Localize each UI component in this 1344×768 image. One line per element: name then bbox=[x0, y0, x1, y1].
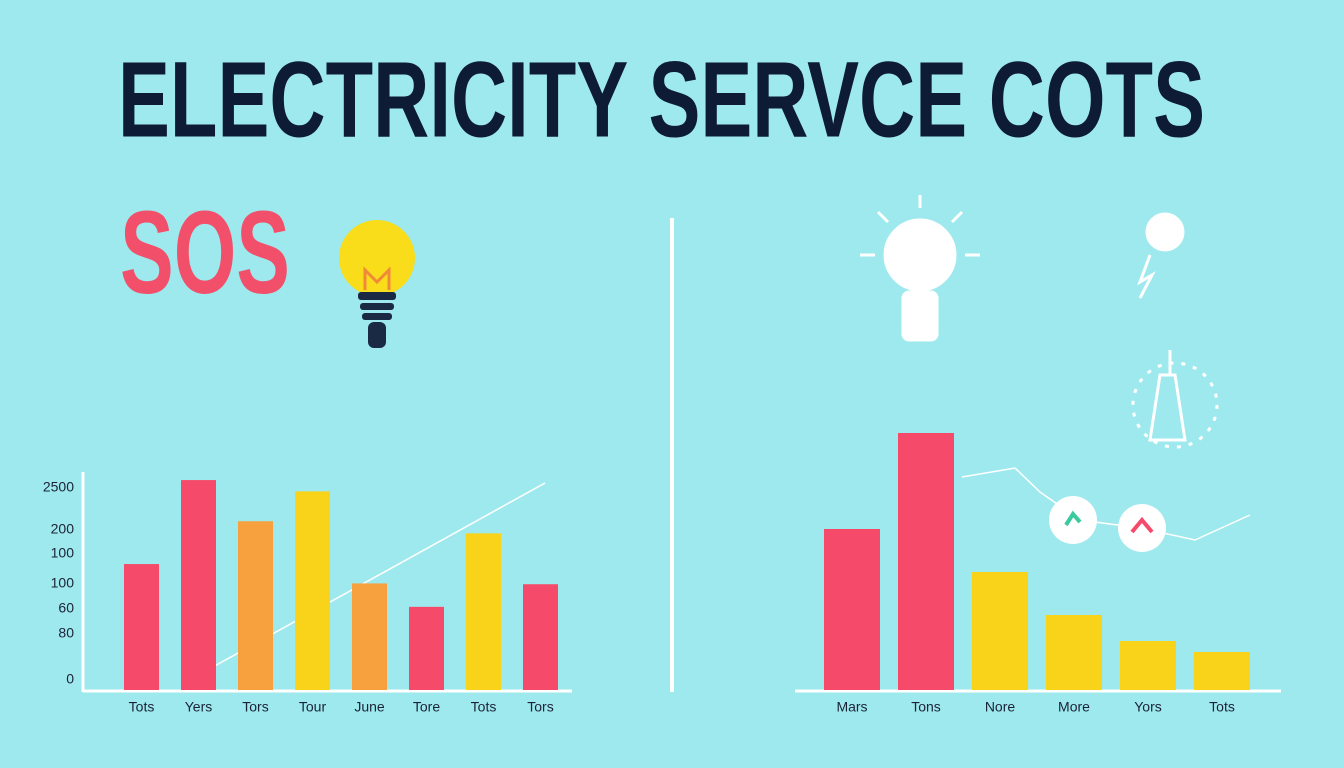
x-tick-label: Yors bbox=[1134, 699, 1162, 715]
white-bulb-icon bbox=[860, 195, 1219, 449]
y-axis-label: 100 bbox=[51, 545, 75, 561]
bar bbox=[972, 572, 1028, 690]
bar bbox=[238, 521, 273, 690]
x-tick-label: Tors bbox=[527, 699, 553, 715]
bar bbox=[352, 583, 387, 690]
bar bbox=[1194, 652, 1250, 690]
bar bbox=[523, 584, 558, 690]
y-axis-label: 80 bbox=[58, 625, 74, 641]
x-tick-label: More bbox=[1058, 699, 1090, 715]
bar bbox=[898, 433, 954, 690]
page-title: ELECTRICITY SERVCE COTS bbox=[118, 39, 1205, 160]
y-axis-label: 2500 bbox=[43, 479, 74, 495]
x-tick-label: Tons bbox=[911, 699, 941, 715]
x-tick-label: Tots bbox=[129, 699, 155, 715]
bar bbox=[181, 480, 216, 690]
x-tick-label: Tots bbox=[1209, 699, 1235, 715]
bar bbox=[824, 529, 880, 690]
bulb-icon bbox=[339, 220, 415, 348]
y-axis-label: 100 bbox=[51, 575, 75, 591]
left-axes bbox=[81, 472, 572, 693]
bar bbox=[1120, 641, 1176, 690]
bar bbox=[466, 533, 501, 690]
x-tick-label: Tots bbox=[471, 699, 497, 715]
bar bbox=[295, 491, 330, 690]
bar bbox=[1046, 615, 1102, 690]
badge: SOS bbox=[120, 187, 290, 319]
x-tick-label: Yers bbox=[185, 699, 213, 715]
y-axis-label: 200 bbox=[51, 521, 75, 537]
x-tick-label: Tour bbox=[299, 699, 327, 715]
x-tick-label: Tors bbox=[242, 699, 268, 715]
bar bbox=[124, 564, 159, 690]
x-tick-label: Tore bbox=[413, 699, 440, 715]
bar bbox=[409, 606, 444, 690]
x-tick-label: Mars bbox=[836, 699, 867, 715]
x-tick-label: June bbox=[354, 699, 385, 715]
y-axis-label: 0 bbox=[66, 671, 74, 687]
x-tick-label: Nore bbox=[985, 699, 1016, 715]
trend-decoration bbox=[201, 467, 1251, 674]
y-axis-label: 60 bbox=[58, 600, 74, 616]
